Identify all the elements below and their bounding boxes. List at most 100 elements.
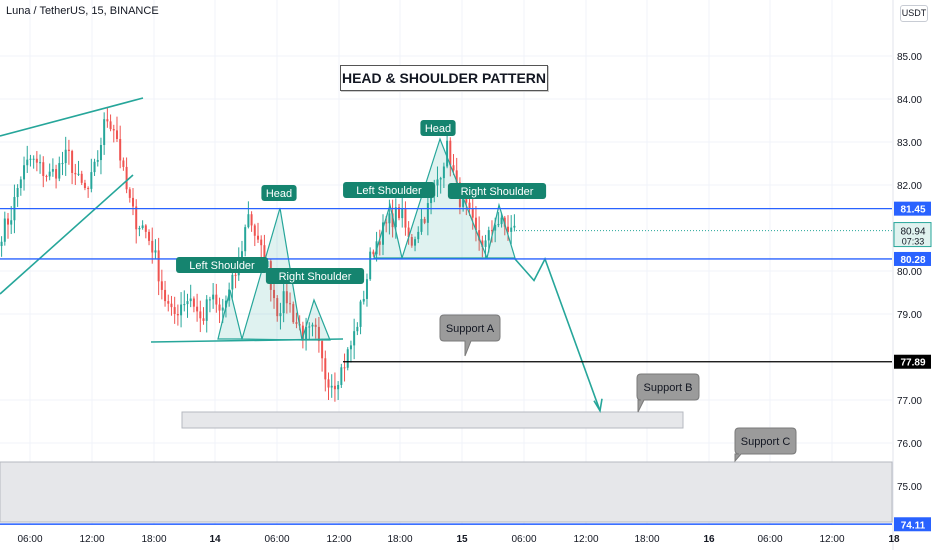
candle-body bbox=[32, 158, 35, 160]
x-tick-label: 06:00 bbox=[511, 534, 536, 545]
candle-body bbox=[48, 171, 51, 177]
candle-body bbox=[452, 165, 455, 171]
level-badge-77-89-text: 77.89 bbox=[900, 358, 925, 369]
support-a-callout: Support A bbox=[439, 314, 501, 357]
symbol-header: Luna / TetherUS, 15, BINANCE bbox=[6, 5, 159, 17]
x-tick-label: 12:00 bbox=[326, 534, 351, 545]
candle-body bbox=[462, 196, 465, 207]
pattern1-head-label: Head bbox=[261, 185, 297, 201]
candle-body bbox=[10, 220, 13, 225]
y-tick-label: 80.00 bbox=[897, 267, 922, 278]
candle-body bbox=[330, 385, 333, 388]
pattern1-head-label-bg bbox=[261, 185, 297, 201]
candle-body bbox=[240, 251, 243, 259]
candle-body bbox=[478, 230, 481, 241]
level-badge-80-28-bg bbox=[894, 251, 931, 266]
y-tick-label: 76.00 bbox=[897, 439, 922, 450]
candle-body bbox=[465, 196, 468, 203]
candle-body bbox=[289, 303, 292, 305]
support-zone-b bbox=[181, 411, 684, 429]
currency-badge[interactable]: USDT bbox=[900, 5, 928, 22]
level-badge-74-11: 74.11 bbox=[894, 517, 931, 532]
level-badge-80-28: 80.28 bbox=[894, 251, 931, 266]
candle-body bbox=[29, 158, 32, 160]
candle-body bbox=[74, 172, 77, 175]
y-tick-label: 85.00 bbox=[897, 52, 922, 63]
candle-body bbox=[125, 166, 128, 190]
candle-body bbox=[401, 208, 404, 219]
candle-body bbox=[449, 140, 452, 166]
candle-body bbox=[446, 140, 449, 167]
candle-body bbox=[71, 151, 74, 173]
candle-body bbox=[494, 224, 497, 231]
x-tick-label: 12:00 bbox=[79, 534, 104, 545]
candle-body bbox=[96, 160, 99, 162]
candle-body bbox=[90, 172, 93, 189]
candle-body bbox=[157, 250, 160, 282]
candle-body bbox=[474, 217, 477, 231]
y-tick-label: 82.00 bbox=[897, 181, 922, 192]
x-tick-label: 18:00 bbox=[387, 534, 412, 545]
candle-body bbox=[7, 218, 10, 225]
x-tick-label: 06:00 bbox=[264, 534, 289, 545]
candle-body bbox=[490, 230, 493, 232]
candle-body bbox=[468, 202, 471, 209]
candle-body bbox=[349, 345, 352, 350]
support-a-callout-text: Support A bbox=[446, 323, 495, 335]
candle-body bbox=[23, 165, 26, 180]
support-zone-c bbox=[0, 461, 893, 523]
candle-body bbox=[221, 307, 224, 311]
x-tick-label: 18 bbox=[888, 534, 900, 545]
x-tick-label: 06:00 bbox=[757, 534, 782, 545]
y-tick-label: 84.00 bbox=[897, 95, 922, 106]
candle-body bbox=[455, 170, 458, 183]
candle-body bbox=[369, 251, 372, 280]
candle-body bbox=[308, 326, 311, 328]
upper-trendline bbox=[0, 97, 144, 137]
candle-body bbox=[292, 304, 295, 323]
pattern1-right-shoulder-label: Right Shoulder bbox=[265, 268, 365, 284]
candle-body bbox=[192, 298, 195, 307]
candle-body bbox=[170, 303, 173, 308]
pattern2-right-shoulder-label-text: Right Shoulder bbox=[461, 186, 534, 198]
y-tick-label: 83.00 bbox=[897, 138, 922, 149]
candle-body bbox=[93, 161, 96, 173]
candle-body bbox=[19, 179, 22, 189]
candle-body bbox=[199, 311, 202, 319]
candle-body bbox=[244, 227, 247, 252]
candle-body bbox=[58, 163, 61, 179]
level-badge-81-45: 81.45 bbox=[894, 201, 931, 216]
pattern1-left-shoulder bbox=[217, 289, 243, 340]
y-tick-label: 79.00 bbox=[897, 310, 922, 321]
candle-body bbox=[346, 349, 349, 368]
candle-body bbox=[128, 189, 131, 198]
pattern2-right-shoulder bbox=[486, 202, 516, 259]
candle-body bbox=[138, 228, 141, 230]
candle-body bbox=[365, 279, 368, 299]
candle-body bbox=[378, 241, 381, 245]
candle-body bbox=[39, 162, 42, 164]
level-badge-74-11-bg bbox=[894, 517, 931, 532]
candle-body bbox=[497, 224, 500, 226]
candle-body bbox=[442, 166, 445, 179]
current-price-bg bbox=[893, 222, 932, 248]
pattern-layer bbox=[0, 97, 603, 414]
support-b-callout-text: Support B bbox=[644, 382, 693, 394]
candle-body bbox=[414, 239, 417, 246]
candle-body bbox=[423, 218, 426, 223]
level-badge-81-45-bg bbox=[894, 201, 931, 216]
candle-body bbox=[260, 239, 263, 246]
candle-body bbox=[109, 121, 112, 130]
support-b-callout-bg bbox=[636, 373, 700, 413]
support-b-callout: Support B bbox=[636, 373, 700, 413]
candle-body bbox=[0, 241, 3, 247]
candle-body bbox=[112, 129, 115, 131]
pattern1-left-shoulder-label-bg bbox=[176, 257, 268, 273]
candle-body bbox=[506, 226, 509, 232]
candle-body bbox=[407, 227, 410, 238]
candle-body bbox=[83, 182, 86, 189]
countdown-text: 07:33 bbox=[902, 237, 925, 247]
projection-arrowhead bbox=[593, 398, 603, 414]
candle-body bbox=[148, 231, 151, 241]
